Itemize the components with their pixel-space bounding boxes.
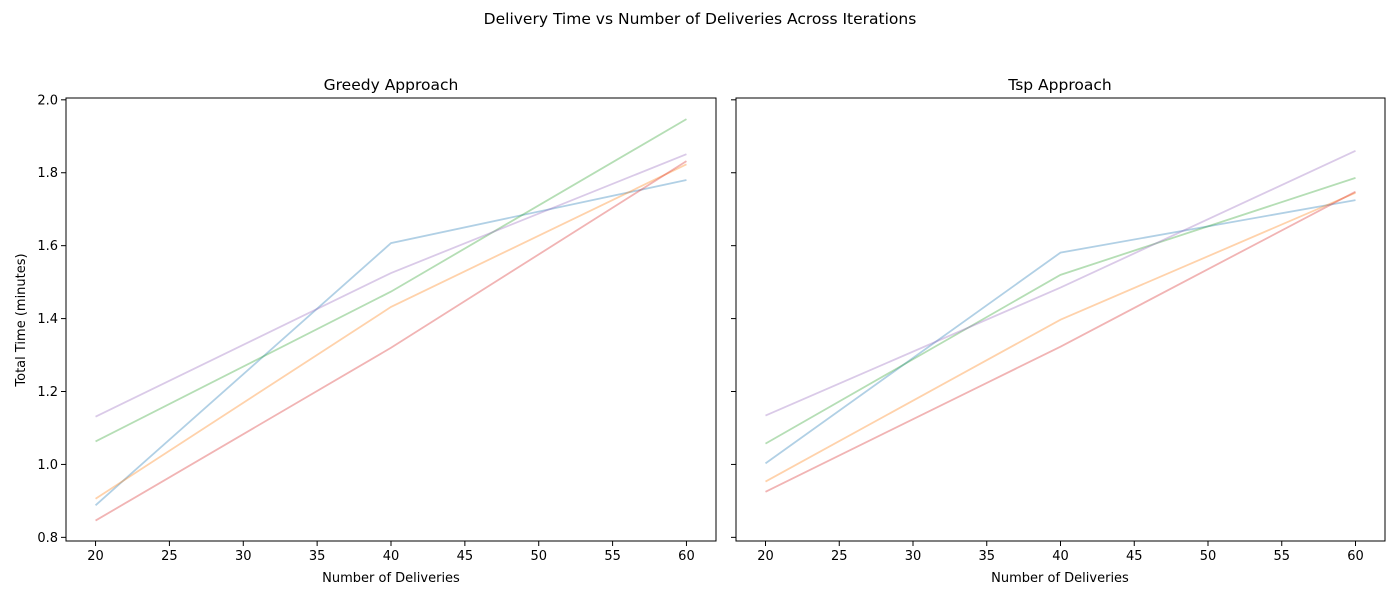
x-tick-label: 45 [1126, 549, 1143, 564]
series-line-1 [94, 179, 687, 506]
x-tick-label: 35 [978, 549, 995, 564]
x-axis-label: Number of Deliveries [991, 571, 1129, 586]
x-axis-label: Number of Deliveries [322, 571, 460, 586]
y-tick-label: 1.2 [37, 385, 58, 400]
series-line-4 [765, 190, 1356, 493]
plot-frame [65, 97, 717, 542]
x-tick-label: 60 [1347, 549, 1364, 564]
y-axis-ticks: 0.8 1.0 1.2 1.4 1.6 1.8 2.0 [37, 93, 66, 546]
plot-frame [735, 97, 1386, 542]
series-line-5 [765, 150, 1356, 417]
tsp-approach-panel: Tsp Approach 20 25 30 35 40 45 50 55 60 Number o… [731, 76, 1386, 586]
x-tick-label: 25 [161, 549, 178, 564]
y-tick-label: 0.8 [37, 531, 58, 546]
x-tick-label: 30 [235, 549, 252, 564]
greedy-approach-panel: Greedy Approach 20 25 30 35 40 45 50 55 60 0.8 1.… [14, 76, 717, 586]
x-tick-label: 25 [831, 549, 848, 564]
x-tick-label: 45 [457, 549, 474, 564]
x-axis-ticks: 20 25 30 35 40 45 50 55 60 [87, 541, 695, 564]
series-line-2 [95, 163, 687, 500]
x-tick-label: 30 [905, 549, 922, 564]
y-tick-label: 1.0 [37, 458, 58, 473]
panel-title: Tsp Approach [1007, 76, 1111, 94]
series-line-3 [765, 176, 1356, 445]
x-tick-label: 60 [678, 549, 695, 564]
series-lines [94, 118, 687, 522]
series-lines [764, 150, 1356, 493]
y-tick-label: 1.8 [37, 166, 58, 181]
y-tick-label: 2.0 [37, 93, 58, 108]
series-line-1 [764, 199, 1356, 465]
y-tick-label: 1.6 [37, 239, 58, 254]
series-line-2 [765, 191, 1356, 483]
panel-title: Greedy Approach [324, 76, 459, 94]
figure-title: Delivery Time vs Number of Deliveries Ac… [484, 10, 917, 28]
y-axis-ticks [731, 99, 736, 538]
y-tick-label: 1.4 [37, 312, 58, 327]
x-tick-label: 55 [1273, 549, 1290, 564]
x-tick-label: 50 [530, 549, 547, 564]
x-axis-ticks: 20 25 30 35 40 45 50 55 60 [757, 541, 1364, 564]
series-line-3 [95, 118, 687, 443]
series-line-4 [95, 160, 687, 522]
x-tick-label: 40 [1052, 549, 1069, 564]
x-tick-label: 50 [1200, 549, 1217, 564]
x-tick-label: 40 [383, 549, 400, 564]
x-tick-label: 55 [604, 549, 621, 564]
series-line-5 [95, 153, 687, 418]
y-axis-label: Total Time (minutes) [14, 253, 29, 387]
x-tick-label: 20 [757, 549, 774, 564]
x-tick-label: 20 [87, 549, 104, 564]
x-tick-label: 35 [309, 549, 326, 564]
